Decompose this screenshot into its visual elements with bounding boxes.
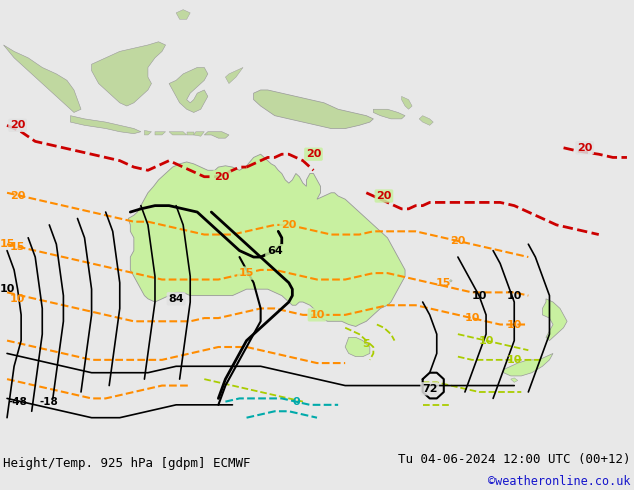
Polygon shape bbox=[450, 279, 452, 282]
Polygon shape bbox=[226, 68, 243, 83]
Polygon shape bbox=[169, 132, 186, 135]
Polygon shape bbox=[503, 353, 553, 376]
Text: 15: 15 bbox=[0, 239, 15, 249]
Text: 20: 20 bbox=[306, 149, 321, 159]
Text: 10: 10 bbox=[10, 294, 25, 304]
Polygon shape bbox=[194, 132, 204, 136]
Text: 20: 20 bbox=[214, 172, 230, 182]
Polygon shape bbox=[4, 45, 81, 112]
Text: -48: -48 bbox=[8, 396, 27, 407]
Text: -18: -18 bbox=[40, 396, 59, 407]
Text: 15: 15 bbox=[10, 243, 25, 252]
Polygon shape bbox=[91, 42, 165, 106]
Text: 10: 10 bbox=[464, 313, 480, 323]
Text: 20: 20 bbox=[281, 220, 297, 230]
Text: 10: 10 bbox=[309, 310, 325, 320]
Polygon shape bbox=[70, 116, 141, 134]
Text: ©weatheronline.co.uk: ©weatheronline.co.uk bbox=[488, 475, 630, 489]
Polygon shape bbox=[169, 68, 208, 112]
Text: 10: 10 bbox=[507, 319, 522, 329]
Polygon shape bbox=[186, 132, 194, 135]
Text: 10: 10 bbox=[507, 355, 522, 365]
Polygon shape bbox=[401, 97, 412, 109]
Text: 72: 72 bbox=[422, 384, 437, 394]
Polygon shape bbox=[155, 132, 165, 135]
Text: 15: 15 bbox=[239, 268, 254, 278]
Text: 20: 20 bbox=[10, 191, 25, 201]
Polygon shape bbox=[419, 116, 433, 125]
Text: 15: 15 bbox=[436, 278, 451, 288]
Text: Height/Temp. 925 hPa [gdpm] ECMWF: Height/Temp. 925 hPa [gdpm] ECMWF bbox=[3, 457, 250, 470]
Polygon shape bbox=[543, 299, 567, 341]
Polygon shape bbox=[373, 109, 405, 119]
Polygon shape bbox=[511, 378, 518, 382]
Text: 10: 10 bbox=[471, 291, 487, 300]
Text: 20: 20 bbox=[376, 191, 392, 201]
Text: 64: 64 bbox=[267, 245, 283, 256]
Text: 20: 20 bbox=[577, 143, 592, 153]
Text: 10: 10 bbox=[507, 291, 522, 300]
Polygon shape bbox=[176, 10, 190, 19]
Text: 20: 20 bbox=[10, 121, 25, 130]
Text: 0: 0 bbox=[292, 396, 300, 407]
Polygon shape bbox=[128, 154, 405, 326]
Text: 10: 10 bbox=[479, 336, 494, 345]
Text: 84: 84 bbox=[168, 294, 184, 304]
Polygon shape bbox=[345, 337, 370, 357]
Text: 5: 5 bbox=[363, 339, 370, 349]
Polygon shape bbox=[204, 132, 229, 138]
Polygon shape bbox=[145, 130, 152, 135]
Text: 10: 10 bbox=[0, 284, 15, 294]
Text: Tu 04-06-2024 12:00 UTC (00+12): Tu 04-06-2024 12:00 UTC (00+12) bbox=[398, 453, 630, 466]
Polygon shape bbox=[254, 90, 373, 128]
Text: 20: 20 bbox=[450, 236, 465, 246]
